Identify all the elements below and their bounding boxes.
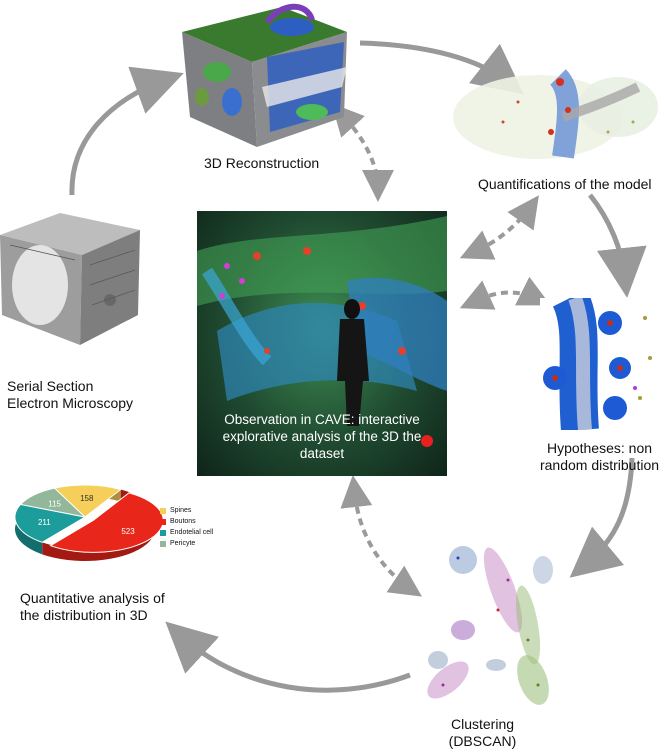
clustering-line2: (DBSCAN)	[448, 733, 517, 749]
dashed-arrow-cave-quantifications	[459, 195, 539, 260]
cave-line1: Observation in CAVE: interactive	[224, 412, 420, 427]
legend-label: Pericyte	[170, 540, 196, 547]
pie-value-label: 158	[80, 494, 94, 503]
serial-section-image	[0, 213, 140, 345]
pie-slices: 158 523 211 115	[14, 484, 164, 561]
legend-label: Boutons	[170, 518, 196, 525]
quantitative-line1: Quantitative analysis of	[20, 590, 165, 606]
pie-chart: 158 523 211 115	[14, 484, 164, 561]
legend-swatch	[160, 529, 166, 536]
legend-label: Spines	[170, 507, 192, 514]
pie-slice-spines	[53, 484, 122, 518]
reconstruction-image	[182, 3, 347, 147]
label-hypotheses: Hypotheses: non random distribution	[532, 440, 667, 474]
legend-swatch	[160, 507, 166, 514]
arrow-clustering-to-quantitative	[165, 621, 411, 693]
pie-slice-boutons	[49, 492, 164, 553]
cave-caption: Observation in CAVE: interactive explora…	[197, 411, 447, 462]
label-quantitative: Quantitative analysis of the distributio…	[20, 590, 165, 624]
pie-value-label: 523	[121, 527, 135, 536]
label-quantifications: Quantifications of the model	[478, 176, 652, 192]
legend-item: Pericyte	[160, 538, 213, 549]
legend-swatch	[160, 518, 166, 525]
arrow-reconstruction-to-quantifications	[359, 40, 524, 95]
legend-item: Spines	[160, 505, 213, 516]
pie-slice-side	[15, 504, 43, 555]
clustering-line1: Clustering	[450, 716, 515, 732]
clustering-image	[427, 546, 553, 705]
label-serial-section: Serial Section Electron Microscopy	[7, 378, 133, 412]
legend-swatch	[160, 540, 166, 547]
serial-line2: Electron Microscopy	[7, 395, 134, 411]
label-3d-reconstruction: 3D Reconstruction	[204, 155, 320, 171]
arrow-quantifications-to-hypotheses	[588, 193, 647, 298]
pie-value-label: 115	[48, 500, 61, 509]
serial-line1: Serial Section	[7, 378, 94, 394]
dashed-arrow-cave-clustering	[340, 475, 422, 597]
label-clustering: Clustering (DBSCAN)	[435, 716, 530, 750]
hypotheses-line2: random distribution	[539, 457, 660, 473]
hypotheses-line1: Hypotheses: non	[546, 440, 653, 456]
cave-line3: dataset	[299, 446, 345, 461]
quantitative-line2: the distribution in 3D	[20, 607, 148, 623]
dashed-arrow-cave-reconstruction	[331, 103, 394, 202]
arrow-serial-to-reconstruction	[69, 66, 184, 196]
hypotheses-image	[540, 298, 665, 430]
pie-slice-pericyte	[19, 487, 87, 518]
cave-image: Observation in CAVE: interactive explora…	[197, 211, 447, 476]
cave-line2: explorative analysis of the 3D the	[222, 429, 422, 444]
quantifications-image	[453, 69, 658, 159]
pie-value-label: 211	[38, 518, 51, 527]
legend-item: Boutons	[160, 516, 213, 527]
arrow-hypotheses-to-clustering	[569, 457, 635, 578]
pie-legend: Spines Boutons Endotelial cell Pericyte	[160, 505, 213, 549]
legend-item: Endotelial cell	[160, 527, 213, 538]
legend-label: Endotelial cell	[170, 529, 214, 536]
dashed-arrow-cave-hypotheses	[459, 276, 551, 310]
cave-scene	[197, 216, 447, 447]
